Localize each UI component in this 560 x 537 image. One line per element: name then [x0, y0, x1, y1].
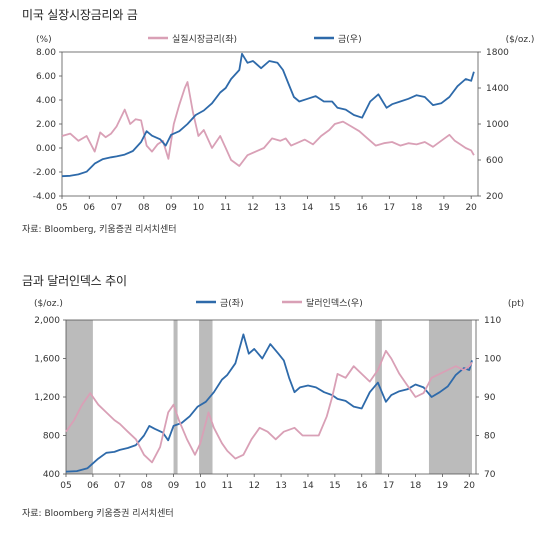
chart1-right-unit: ($/oz.) [506, 35, 535, 45]
y-right-tick-label: 90 [484, 393, 496, 403]
chart1-legend: 실질시장금리(좌) 금(우) [148, 33, 362, 45]
x-tick-label: 16 [356, 203, 368, 213]
y-right-tick-label: 1400 [486, 84, 509, 94]
x-tick-label: 13 [275, 203, 286, 213]
y-right-tick-label: 80 [484, 432, 496, 442]
y-left-tick-label: 1,600 [34, 355, 60, 365]
y-right-tick-label: 110 [484, 316, 501, 326]
chart1-source: 자료: Bloomberg, 키움증권 리서치센터 [22, 225, 177, 235]
series-line-real-rate [61, 81, 475, 167]
x-tick-label: 06 [87, 481, 99, 491]
y-left-tick-label: 0.00 [36, 144, 56, 154]
x-tick-label: 14 [302, 481, 314, 491]
y-left-tick-label: 2.00 [36, 120, 56, 130]
x-tick-label: 12 [248, 481, 259, 491]
x-tick-label: 18 [411, 203, 423, 213]
x-tick-label: 20 [465, 203, 477, 213]
shaded-period-4 [375, 320, 382, 474]
x-tick-label: 15 [329, 481, 340, 491]
x-tick-label: 09 [168, 481, 180, 491]
y-left-tick-label: -2.00 [33, 168, 57, 178]
y-left-tick-label: 8.00 [36, 48, 56, 58]
x-tick-label: 08 [141, 481, 153, 491]
chart2-left-unit: ($/oz.) [34, 299, 63, 309]
x-tick-label: 12 [247, 203, 258, 213]
y-left-tick-label: 6.00 [36, 72, 56, 82]
shaded-period-5 [428, 320, 472, 474]
y-right-tick-label: 70 [484, 470, 496, 480]
series-line-gold [65, 333, 473, 473]
x-tick-label: 07 [111, 203, 122, 213]
x-tick-label: 16 [356, 481, 368, 491]
y-right-tick-label: 200 [486, 192, 503, 202]
y-right-tick-label: 100 [484, 355, 501, 365]
x-tick-label: 19 [437, 481, 449, 491]
x-tick-label: 09 [165, 203, 177, 213]
x-tick-label: 06 [84, 203, 96, 213]
x-tick-label: 14 [302, 203, 314, 213]
chart1-svg: (%) ($/oz.) 실질시장금리(좌) 금(우) 8.00 6.00 4.00 2… [33, 33, 535, 213]
x-tick-label: 17 [384, 203, 395, 213]
x-tick-label: 05 [56, 203, 67, 213]
x-tick-label: 18 [410, 481, 422, 491]
x-tick-label: 20 [464, 481, 476, 491]
y-right-tick-label: 1800 [486, 48, 509, 58]
x-tick-label: 07 [114, 481, 125, 491]
x-tick-label: 11 [220, 203, 231, 213]
y-left-tick-label: 4.00 [36, 96, 56, 106]
y-left-tick-label: 2,000 [34, 316, 60, 326]
chart2-svg: ($/oz.) (pt) 금(좌) 달러인덱스(우) 2,000 1,600 1,2… [34, 297, 524, 491]
series-line-dollar-index [65, 349, 473, 464]
chart1-frame [61, 51, 479, 197]
y-left-tick-label: 800 [43, 432, 60, 442]
y-right-tick-label: 600 [486, 156, 503, 166]
y-left-tick-label: 1,200 [34, 393, 60, 403]
chart1-left-unit: (%) [36, 35, 52, 45]
chart2-legend-dollar: 달러인덱스(우) [306, 297, 363, 309]
chart1-legend-real-rate: 실질시장금리(좌) [172, 33, 237, 45]
x-tick-label: 13 [275, 481, 286, 491]
y-left-tick-label: -4.00 [33, 192, 57, 202]
chart2-legend-gold: 금(좌) [220, 298, 244, 309]
x-tick-label: 10 [195, 481, 207, 491]
chart1-title: 미국 실장시장금리와 금 [22, 8, 138, 22]
chart2-shaded-periods [66, 320, 472, 474]
chart2-right-unit: (pt) [508, 299, 524, 309]
y-right-tick-label: 1000 [486, 120, 509, 130]
chart1-legend-gold: 금(우) [338, 34, 362, 45]
chart2-legend: 금(좌) 달러인덱스(우) [196, 297, 363, 309]
x-tick-label: 10 [193, 203, 205, 213]
x-tick-label: 15 [329, 203, 340, 213]
x-tick-label: 11 [222, 481, 233, 491]
x-tick-label: 05 [60, 481, 71, 491]
plot-frame [61, 51, 479, 197]
chart2-title: 금과 달러인덱스 추이 [22, 274, 127, 288]
series-line-gold [61, 52, 475, 178]
x-tick-label: 08 [138, 203, 150, 213]
x-tick-label: 17 [383, 481, 394, 491]
chart2-source: 자료: Bloomberg 키움증권 리서치센터 [22, 509, 174, 519]
y-left-tick-label: 400 [43, 470, 60, 480]
x-tick-label: 19 [438, 203, 450, 213]
shaded-period-1 [66, 320, 93, 474]
shaded-period-2 [173, 320, 178, 474]
